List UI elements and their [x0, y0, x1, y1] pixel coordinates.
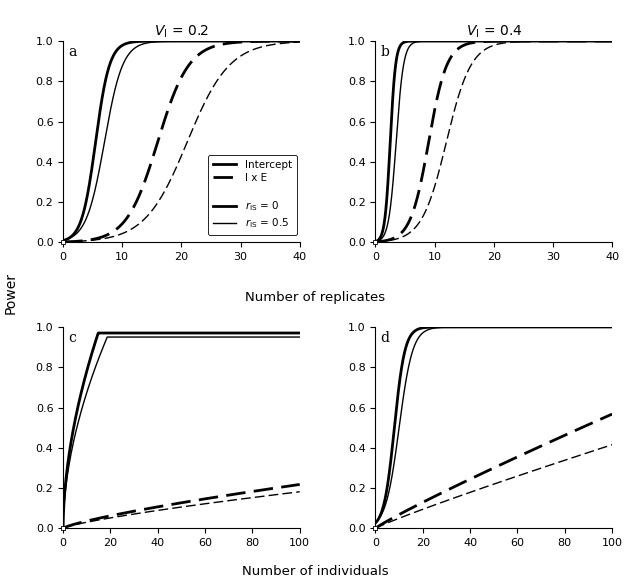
Text: Power: Power — [3, 272, 17, 315]
Text: b: b — [380, 45, 389, 59]
Text: c: c — [68, 331, 76, 345]
Text: d: d — [380, 331, 389, 345]
Legend: Intercept, I x E, , $r_{\rm IS}$ = 0, $r_{\rm IS}$ = 0.5: Intercept, I x E, , $r_{\rm IS}$ = 0, $r… — [208, 155, 297, 235]
Text: Number of replicates: Number of replicates — [245, 291, 386, 303]
Text: Number of individuals: Number of individuals — [242, 565, 389, 578]
Title: $V_{\rm I}$ = 0.4: $V_{\rm I}$ = 0.4 — [466, 23, 522, 40]
Title: $V_{\rm I}$ = 0.2: $V_{\rm I}$ = 0.2 — [154, 23, 209, 40]
Text: a: a — [68, 45, 76, 59]
